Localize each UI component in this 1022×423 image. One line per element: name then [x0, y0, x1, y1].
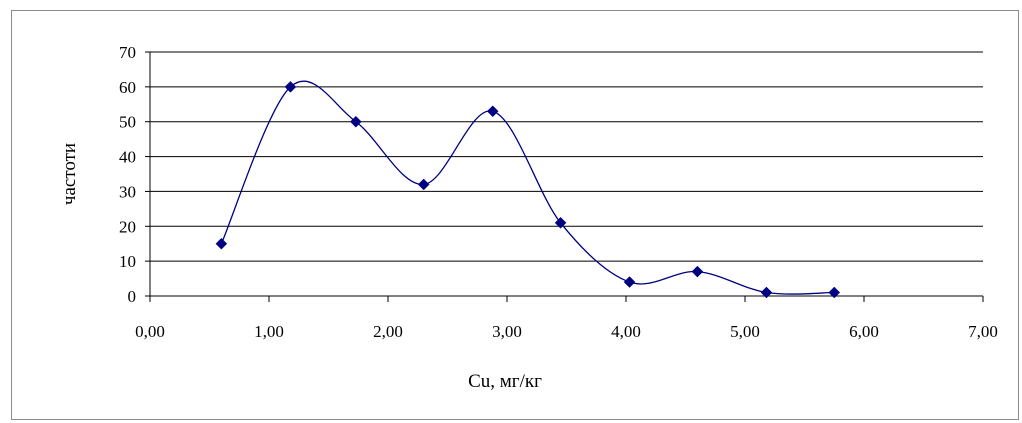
y-tick-label: 10 [119, 252, 136, 271]
data-point [350, 115, 362, 128]
data-point [828, 286, 841, 299]
data-point [760, 286, 773, 299]
y-axis-title: частоти [59, 143, 80, 205]
data-point [691, 265, 704, 278]
y-tick-label: 70 [119, 43, 136, 62]
data-points [215, 81, 841, 299]
y-tick-labels: 0 10 20 30 40 50 60 70 [119, 43, 136, 306]
x-tick-label: 6,00 [849, 322, 879, 341]
data-point [417, 178, 430, 191]
data-point [215, 237, 228, 250]
data-point [284, 81, 297, 93]
axes [145, 51, 984, 302]
y-tick-label: 40 [119, 148, 136, 167]
data-point [554, 216, 567, 229]
y-tick-label: 50 [119, 113, 136, 132]
x-tick-label: 5,00 [730, 322, 760, 341]
y-tick-label: 30 [119, 182, 136, 201]
y-tick-label: 20 [119, 217, 136, 236]
x-tick-label: 1,00 [254, 322, 284, 341]
x-tick-label: 4,00 [611, 322, 641, 341]
x-tick-label: 0,00 [135, 322, 165, 341]
x-tick-label: 2,00 [373, 322, 403, 341]
data-point [486, 105, 499, 118]
x-axis-title: Cu, мг/кг [468, 371, 542, 392]
chart-frame [11, 10, 1019, 420]
y-tick-label: 60 [119, 78, 136, 97]
series-line [220, 80, 835, 295]
x-tick-labels: 0,00 1,00 2,00 3,00 4,00 5,00 6,00 7,00 [135, 322, 998, 341]
x-tick-label: 7,00 [968, 322, 998, 341]
y-tick-label: 0 [128, 287, 137, 306]
data-point [623, 276, 636, 288]
x-tick-label: 3,00 [492, 322, 522, 341]
